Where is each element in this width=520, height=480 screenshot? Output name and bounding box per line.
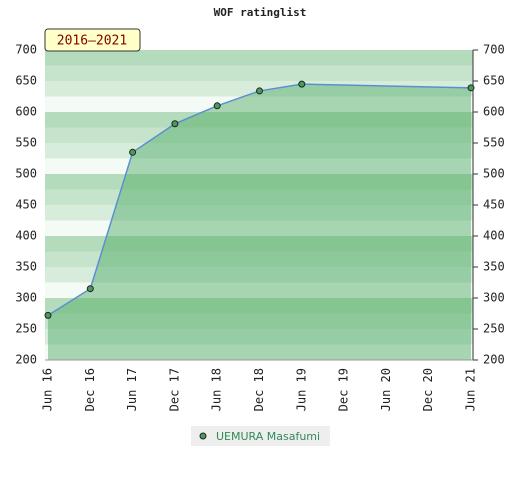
band [45, 65, 473, 82]
y2-tick-label: 400 [483, 229, 505, 243]
line [47, 83, 472, 316]
y-tick-label: 650 [15, 74, 37, 88]
band [45, 313, 473, 330]
marker [213, 102, 221, 110]
band [45, 96, 473, 113]
x-tick-label: Dec 19 [337, 368, 351, 411]
x-tick-label: Jun 21 [464, 368, 478, 411]
x-tick-label: Dec 20 [421, 368, 435, 411]
x-tick-label: Dec 18 [252, 368, 266, 411]
x-tick-label: Dec 16 [83, 368, 97, 411]
y-tick-label: 250 [15, 322, 37, 336]
band [45, 298, 473, 314]
y-tick-label: 550 [15, 136, 37, 150]
band [45, 344, 473, 361]
band [45, 112, 473, 128]
marker [129, 148, 137, 156]
marker [171, 120, 179, 128]
y-tick-label: 450 [15, 198, 37, 212]
band [45, 174, 473, 190]
band [45, 50, 473, 66]
band [45, 220, 473, 237]
y2-tick-label: 650 [483, 74, 505, 88]
x-tick-label: Jun 19 [294, 368, 308, 411]
x-tick-label: Jun 16 [41, 368, 55, 411]
band [45, 329, 473, 345]
legend-box [191, 426, 330, 446]
y2-tick-label: 500 [483, 167, 505, 181]
y2-tick-label: 450 [483, 198, 505, 212]
y2-tick-label: 200 [483, 353, 505, 367]
y-tick-label: 500 [15, 167, 37, 181]
band [45, 267, 473, 283]
legend-label: UEMURA Masafumi [216, 430, 320, 443]
badge-box [44, 28, 141, 52]
y2-tick-label: 350 [483, 260, 505, 274]
band [45, 236, 473, 252]
y-tick-label: 400 [15, 229, 37, 243]
band [45, 205, 473, 221]
marker [298, 80, 306, 88]
band [45, 143, 473, 159]
y-tick-label: 700 [15, 43, 37, 57]
x-tick-label: Jun 18 [210, 368, 224, 411]
band [45, 251, 473, 268]
y2-tick-label: 550 [483, 136, 505, 150]
y-tick-label: 350 [15, 260, 37, 274]
y2-tick-label: 600 [483, 105, 505, 119]
plot-area [45, 50, 473, 361]
y2-tick-label: 700 [483, 43, 505, 57]
x-tick-label: Dec 17 [167, 368, 181, 411]
marker [256, 87, 263, 95]
y-tick-label: 200 [15, 353, 37, 367]
area [48, 84, 471, 360]
band [45, 158, 473, 175]
band [45, 282, 473, 299]
x-tick-label: Jun 17 [125, 368, 139, 411]
y-tick-label: 300 [15, 291, 37, 305]
marker [467, 84, 475, 92]
band [45, 189, 473, 206]
marker [86, 285, 94, 293]
y-tick-label: 600 [15, 105, 37, 119]
badge: 2016–2021 [57, 34, 127, 49]
chart-title: WOF ratinglist [214, 6, 307, 19]
y2-tick-label: 250 [483, 322, 505, 336]
legend-marker [199, 432, 207, 440]
x-tick-label: Jun 20 [379, 368, 393, 411]
marker [44, 311, 52, 319]
y2-tick-label: 300 [483, 291, 505, 305]
